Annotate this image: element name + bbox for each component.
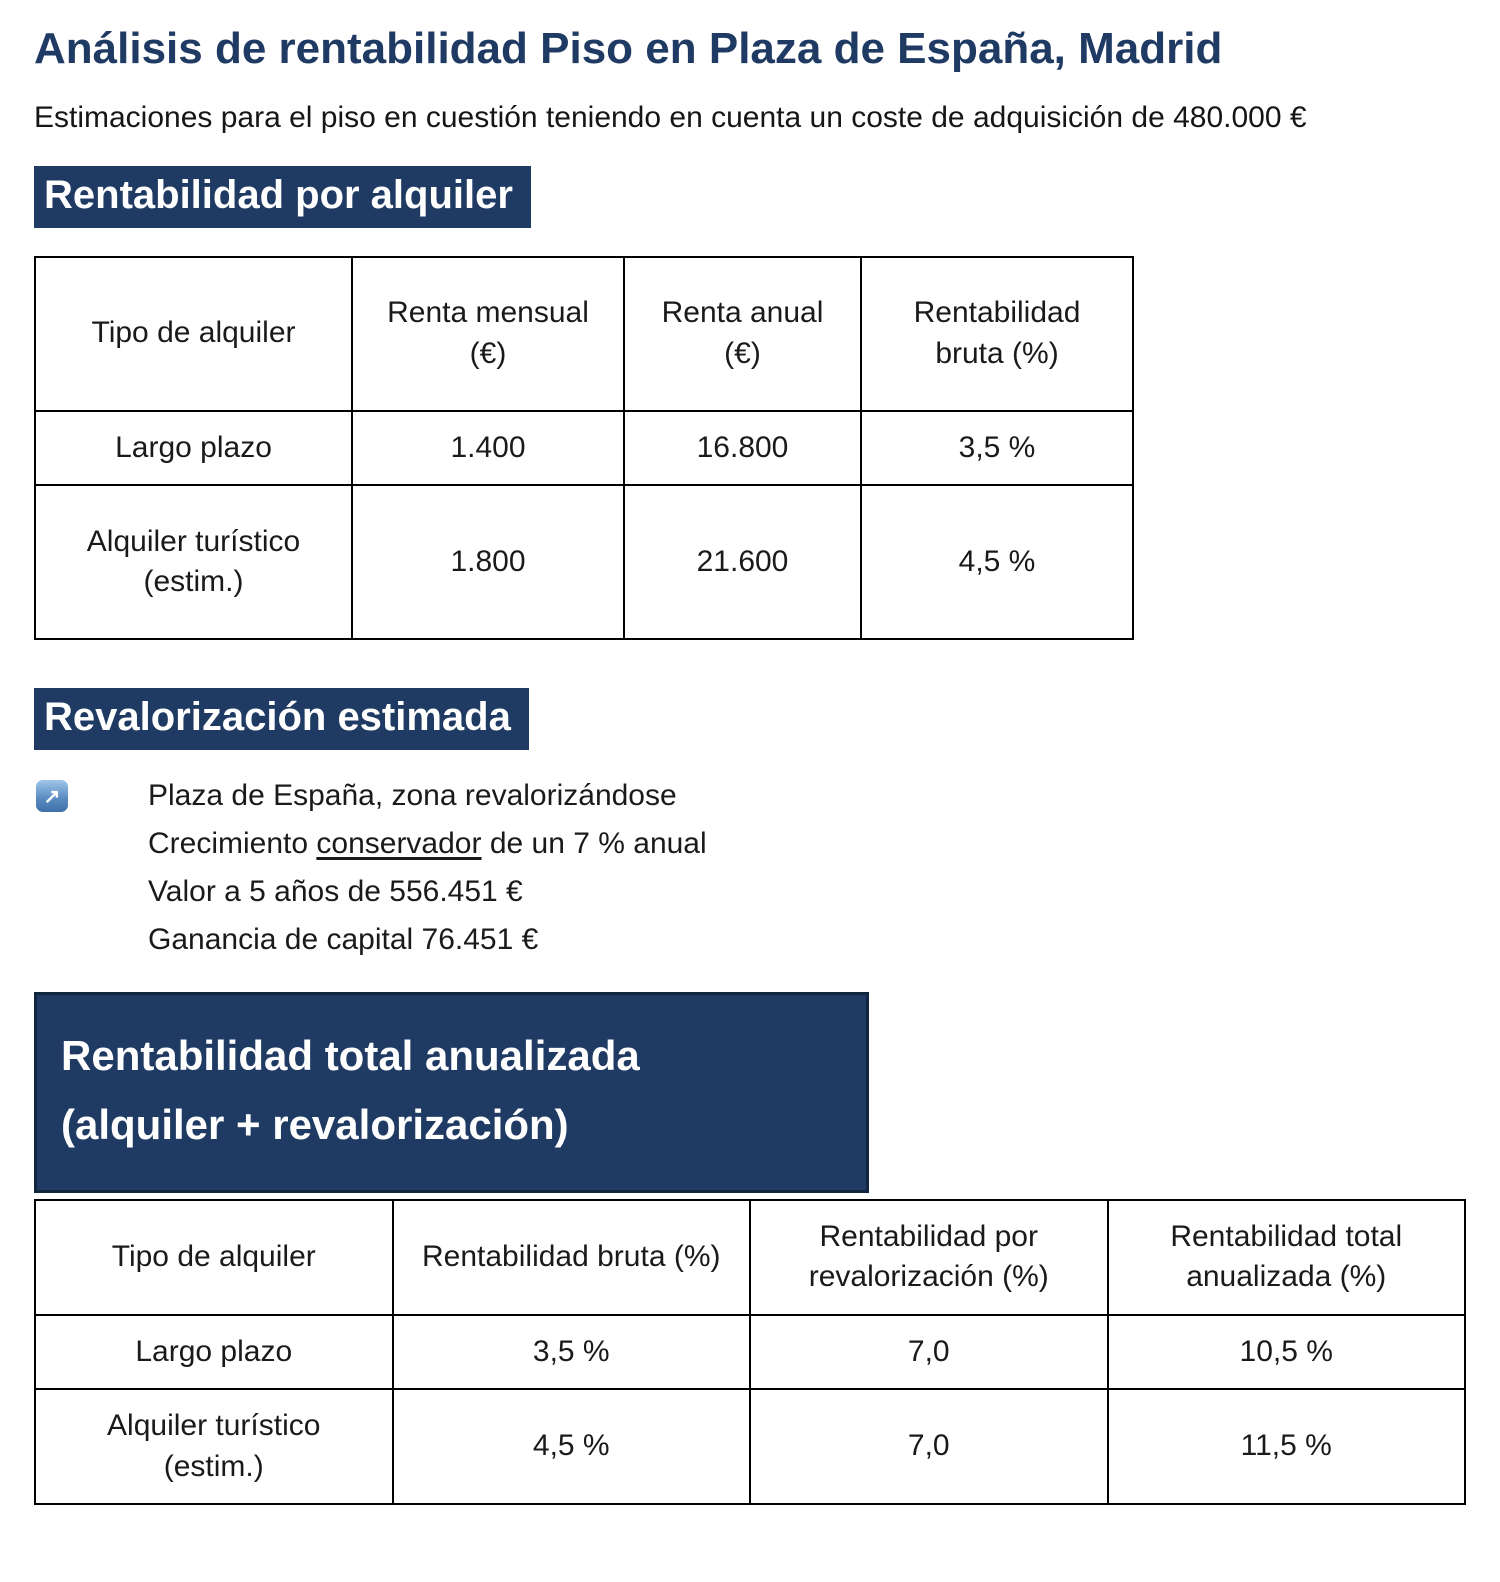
list-item-ganancia: Ganancia de capital 76.451 € [148, 923, 539, 957]
total-yield-table: Tipo de alquiler Rentabilidad bruta (%) … [34, 1198, 1466, 1506]
col-header-renta-anual: Renta anual (€) [623, 255, 862, 412]
revalorizacion-lines: Plaza de España, zona revalorizándose Cr… [148, 772, 707, 964]
col-header-rentabilidad-bruta: Rentabilidad bruta (%) [391, 1198, 751, 1316]
rental-yield-table: Tipo de alquiler Renta mensual (€) Renta… [34, 255, 1134, 641]
text-segment: Crecimiento [148, 827, 317, 861]
page-subtitle: Estimaciones para el piso en cuestión te… [34, 100, 1307, 134]
section-heading-revalorizacion: Revalorización estimada [34, 688, 529, 751]
reval-section: Revalorización estimada [34, 680, 1466, 772]
cell-rent-total: 11,5 % [1106, 1388, 1466, 1506]
cell-renta-mensual: 1.800 [351, 484, 625, 641]
revalorizacion-list: ↗ Plaza de España, zona revalorizándose … [36, 772, 1466, 964]
col-header-rentabilidad-bruta: Rentabilidad bruta (%) [860, 255, 1134, 412]
list-item-crecimiento: Crecimiento conservador de un 7 % anual [148, 820, 707, 868]
list-item-valor: Valor a 5 años de 556.451 € [148, 875, 523, 909]
total-section-heading-box: Rentabilidad total anualizada (alquiler … [34, 992, 869, 1193]
table-row-largo-plazo: Largo plazo 1.400 16.800 3,5 % [34, 409, 1134, 487]
page-title: Análisis de rentabilidad Piso en Plaza d… [34, 24, 1223, 73]
cell-rent-reval: 7,0 [749, 1313, 1109, 1391]
col-header-tipo-alquiler: Tipo de alquiler [34, 1198, 394, 1316]
section-heading-rentabilidad-alquiler: Rentabilidad por alquiler [34, 165, 531, 228]
col-header-renta-mensual: Renta mensual (€) [351, 255, 625, 412]
total-heading-line2: (alquiler + revalorización) [61, 1101, 569, 1149]
external-link-icon: ↗ [36, 780, 68, 813]
cell-tipo: Largo plazo [34, 1313, 394, 1391]
cell-tipo: Largo plazo [34, 409, 353, 487]
cell-rent-bruta: 3,5 % [391, 1313, 751, 1391]
cell-tipo: Alquiler turístico (estim.) [34, 484, 353, 641]
col-header-rentabilidad-total: Rentabilidad total anualizada (%) [1106, 1198, 1466, 1316]
cell-renta-anual: 21.600 [623, 484, 862, 641]
cell-rentabilidad-bruta: 4,5 % [860, 484, 1134, 641]
cell-tipo: Alquiler turístico (estim.) [34, 1388, 394, 1506]
cell-rent-bruta: 4,5 % [391, 1388, 751, 1506]
table-row-largo-plazo: Largo plazo 3,5 % 7,0 10,5 % [34, 1313, 1466, 1391]
table-row-alquiler-turistico: Alquiler turístico (estim.) 1.800 21.600… [34, 484, 1134, 641]
rental-section: Rentabilidad por alquiler [34, 158, 1466, 250]
list-item-zona: Plaza de España, zona revalorizándose [148, 779, 677, 813]
cell-renta-mensual: 1.400 [351, 409, 625, 487]
table-header-row: Tipo de alquiler Rentabilidad bruta (%) … [34, 1198, 1466, 1316]
cell-rent-total: 10,5 % [1106, 1313, 1466, 1391]
table-header-row: Tipo de alquiler Renta mensual (€) Renta… [34, 255, 1134, 412]
spacer [34, 640, 1466, 680]
col-header-rentabilidad-revalorizacion: Rentabilidad por revalorización (%) [749, 1198, 1109, 1316]
cell-renta-anual: 16.800 [623, 409, 862, 487]
cell-rentabilidad-bruta: 3,5 % [860, 409, 1134, 487]
col-header-tipo-alquiler: Tipo de alquiler [34, 255, 353, 412]
underlined-text: conservador [316, 827, 482, 861]
cell-rent-reval: 7,0 [749, 1388, 1109, 1506]
total-heading-line1: Rentabilidad total anualizada [61, 1032, 640, 1080]
text-segment: de un 7 % anual [481, 827, 707, 861]
table-row-alquiler-turistico: Alquiler turístico (estim.) 4,5 % 7,0 11… [34, 1388, 1466, 1506]
